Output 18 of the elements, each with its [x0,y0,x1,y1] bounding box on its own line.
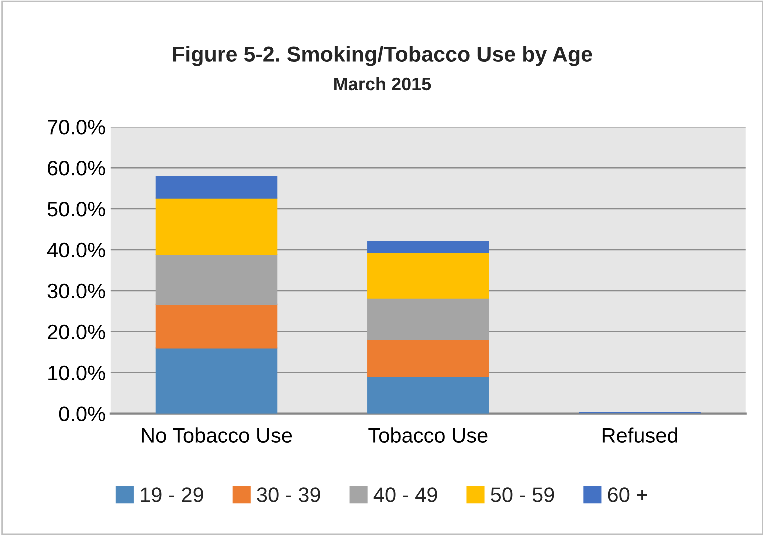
legend-label: 60 + [608,488,648,502]
y-tick-label: 30.0% [48,284,106,299]
x-tick-label: Tobacco Use [368,428,488,443]
x-tick-label: Refused [602,428,678,443]
x-tick-label: No Tobacco Use [142,428,292,443]
y-tick-label: 10.0% [48,366,106,381]
y-tick-label: 70.0% [48,120,106,135]
chart-title: Figure 5-2. Smoking/Tobacco Use by Age [173,46,592,66]
y-tick-label: 40.0% [47,242,106,258]
legend-label: 40 - 49 [374,488,438,502]
legend-label: 30 - 39 [257,488,320,502]
legend-label: 19 - 29 [141,488,204,502]
y-tick-label: 60.0% [48,161,106,176]
chart-subtitle: March 2015 [334,77,432,91]
y-tick-label: 0.0% [59,406,106,422]
legend-label: 50 - 59 [491,488,554,502]
y-tick-label: 50.0% [48,202,106,217]
y-tick-label: 20.0% [48,324,106,340]
